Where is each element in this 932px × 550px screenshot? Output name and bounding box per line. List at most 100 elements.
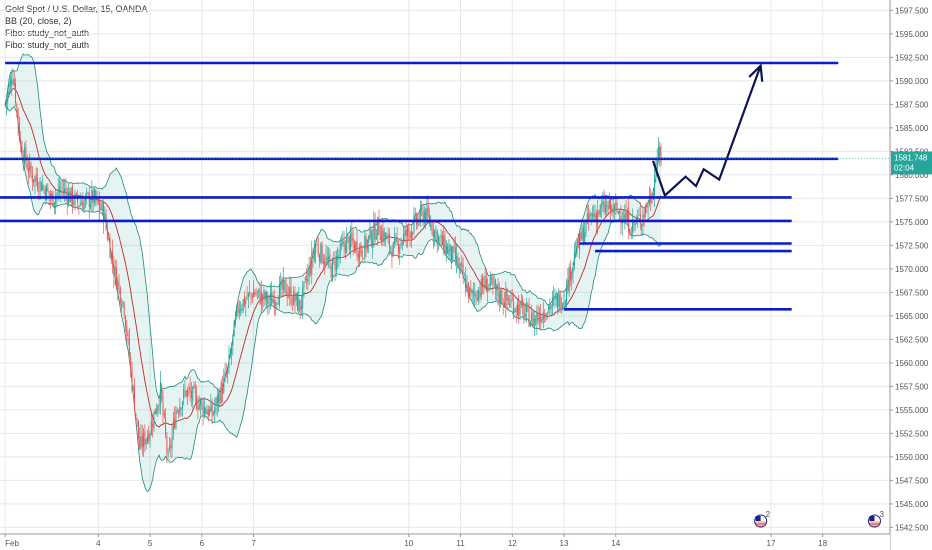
candle-body — [276, 303, 278, 305]
candle-body — [15, 82, 17, 104]
candle-body — [601, 204, 603, 206]
candle-body — [629, 231, 631, 235]
legend-fibo-1[interactable]: Fibo: study_not_auth — [5, 28, 90, 38]
candle-body — [168, 446, 170, 450]
candle-body — [12, 79, 14, 84]
candle-body — [447, 245, 449, 255]
time-axis[interactable]: Feb 4 5 6 7 10 11 12 13 14 17 18 — [0, 533, 890, 550]
candle-body — [4, 104, 6, 105]
candle-body — [134, 387, 136, 412]
candle-body — [203, 406, 205, 415]
candle-body — [299, 299, 301, 311]
candle-body — [198, 403, 200, 410]
candle-body — [357, 254, 359, 258]
legend-fibo-2[interactable]: Fibo: study_not_auth — [5, 40, 90, 50]
price-tick-label: 1567.500 — [895, 288, 929, 297]
candle-body — [135, 413, 137, 417]
candle-body — [381, 230, 383, 243]
candle-body — [255, 294, 257, 295]
candle-body — [377, 216, 379, 236]
candle-body — [337, 255, 339, 258]
candle-body — [290, 286, 292, 304]
candle-body — [188, 387, 190, 390]
candle-body — [610, 199, 612, 211]
candle-body — [251, 295, 253, 300]
candle-body — [180, 408, 182, 410]
candle-body — [159, 381, 161, 407]
candle-body — [438, 236, 440, 243]
candle-body — [311, 252, 313, 275]
candlesticks — [4, 67, 662, 464]
candle-body — [29, 162, 31, 171]
candle-body — [657, 146, 659, 161]
candle-body — [572, 262, 574, 273]
candle-body — [408, 227, 410, 232]
candle-body — [193, 384, 195, 389]
candle-body — [360, 244, 362, 254]
candle-body — [222, 383, 223, 394]
arrow-head — [748, 63, 764, 82]
candle-body — [338, 255, 340, 258]
candle-body — [399, 247, 401, 255]
candle-body — [567, 280, 569, 291]
candle-body — [119, 287, 121, 303]
legend-bollinger-bands[interactable]: BB (20, close, 2) — [5, 16, 72, 26]
candle-body — [78, 206, 80, 207]
candle-body — [331, 258, 333, 280]
candle-body — [557, 293, 559, 309]
candle-body — [413, 216, 415, 233]
candle-body — [425, 209, 427, 223]
candle-body — [484, 276, 486, 289]
candle-body — [423, 211, 425, 224]
candle-body — [577, 238, 579, 248]
candle-body — [18, 122, 20, 140]
time-tick-label: 7 — [251, 539, 256, 548]
candle-body — [17, 108, 19, 125]
candle-body — [480, 279, 482, 298]
candle-body — [536, 313, 538, 323]
candle-body — [436, 230, 438, 246]
candle-body — [55, 196, 57, 204]
candle-body — [364, 236, 366, 259]
candle-body — [488, 283, 490, 287]
candle-body — [405, 230, 407, 236]
candle-body — [11, 81, 13, 84]
horizontal-levels[interactable] — [0, 61, 839, 311]
price-axis[interactable]: 1597.500 1595.000 1592.500 1590.000 1587.500… — [889, 0, 932, 550]
candle-body — [497, 283, 499, 297]
candle-body — [475, 292, 477, 298]
candle-body — [140, 435, 142, 448]
candle-body — [615, 203, 617, 205]
candle-body — [216, 395, 218, 406]
candle-body — [231, 347, 233, 354]
candle-body — [246, 297, 248, 299]
candle-body — [403, 234, 405, 243]
candle-body — [597, 212, 599, 224]
candle-body — [64, 188, 66, 192]
candle-body — [388, 232, 390, 248]
candle-body — [547, 306, 549, 310]
candle-body — [563, 303, 565, 304]
candle-body — [215, 397, 217, 407]
legend-symbol-title[interactable]: Gold Spot / U.S. Dollar, 15, OANDA — [5, 4, 148, 14]
candle-body — [505, 290, 507, 306]
candle-body — [227, 368, 229, 375]
candle-body — [568, 266, 570, 292]
candle-body — [414, 213, 416, 216]
projection-arrow[interactable] — [651, 63, 764, 198]
candle-body — [122, 301, 124, 304]
candle-body — [395, 237, 397, 242]
candle-body — [352, 238, 354, 244]
candle-body — [308, 266, 310, 276]
candle-body — [394, 238, 396, 244]
candle-body — [616, 202, 618, 212]
candle-body — [211, 405, 213, 417]
candle-body — [267, 295, 269, 305]
candle-body — [316, 244, 318, 246]
candle-body — [49, 193, 51, 198]
candle-body — [581, 228, 583, 240]
candle-body — [269, 293, 271, 301]
candle-body — [157, 405, 159, 411]
